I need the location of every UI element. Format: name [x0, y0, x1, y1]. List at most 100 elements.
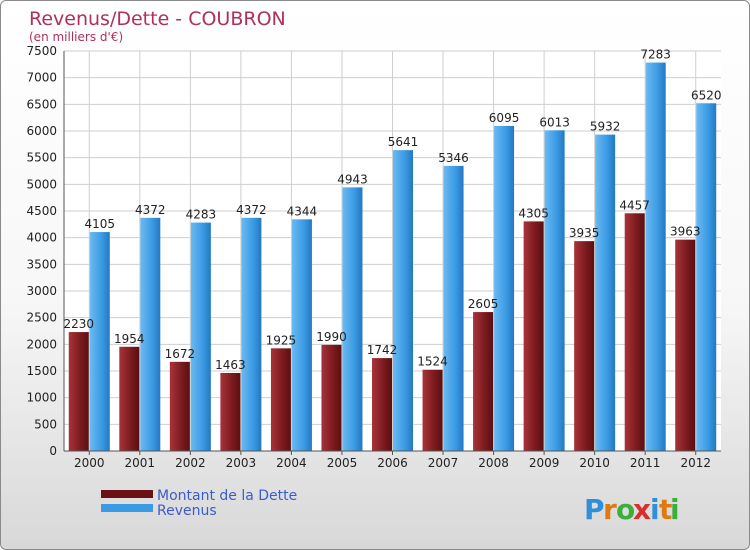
revenus-value-label: 4283	[186, 208, 217, 222]
x-tick-label: 2010	[579, 456, 610, 470]
legend-label-revenus: Revenus	[157, 503, 217, 519]
debt-bar	[169, 361, 190, 451]
debt-bar	[473, 312, 494, 451]
revenus-bar	[494, 125, 515, 451]
y-tick-label: 4500	[26, 204, 57, 218]
debt-value-label: 1524	[417, 355, 448, 369]
y-tick-label: 6500	[26, 97, 57, 111]
debt-value-label: 1463	[215, 358, 246, 372]
revenus-value-label: 4372	[236, 203, 267, 217]
debt-bar	[574, 241, 595, 451]
legend-label-debt: Montant de la Dette	[157, 488, 297, 504]
debt-value-label: 1742	[367, 343, 398, 357]
legend: Montant de la Dette Revenus	[101, 488, 297, 519]
x-axis: 2000 2001 2002 2003 2004 2005 2006 2007 2008 2009…	[64, 450, 721, 470]
y-tick-label: 5000	[26, 177, 57, 191]
revenus-bar	[140, 217, 161, 451]
revenus-value-label: 5346	[438, 151, 469, 165]
debt-value-label: 4457	[619, 198, 650, 212]
logo-letter: i	[650, 493, 660, 526]
y-tick-label: 3500	[26, 257, 57, 271]
debt-value-label: 3935	[569, 226, 600, 240]
revenus-value-label: 7283	[640, 48, 671, 62]
debt-bar	[624, 213, 645, 451]
y-tick-label: 5500	[26, 151, 57, 165]
chart-title: Revenus/Dette - COUBRON	[29, 8, 286, 30]
x-tick-label: 2004	[276, 456, 307, 470]
y-tick-label: 2000	[26, 337, 57, 351]
revenus-bar	[291, 219, 312, 451]
legend-swatch-revenus	[101, 504, 153, 512]
y-tick-label: 7000	[26, 71, 57, 85]
revenus-bar	[645, 62, 666, 451]
chart-subtitle: (en milliers d'€)	[29, 30, 123, 44]
revenus-value-label: 4105	[84, 217, 115, 231]
revenus-value-label: 4344	[287, 204, 318, 218]
y-tick-label: 6000	[26, 124, 57, 138]
y-tick-label: 500	[34, 417, 57, 431]
debt-bar	[119, 346, 140, 451]
revenus-bar	[443, 165, 464, 451]
revenus-value-label: 4372	[135, 203, 166, 217]
revenus-bar	[595, 134, 616, 452]
logo-letter: t	[659, 493, 672, 526]
debt-value-label: 1954	[114, 332, 145, 346]
debt-bar	[523, 221, 544, 451]
x-tick-label: 2001	[125, 456, 156, 470]
logo-letter: o	[616, 493, 635, 526]
proxiti-logo: Pr oxi ti	[584, 493, 680, 526]
revenus-bar	[89, 232, 110, 451]
revenus-bar	[190, 222, 211, 451]
x-tick-label: 2012	[680, 456, 711, 470]
y-tick-label: 1000	[26, 391, 57, 405]
revenus-bar	[241, 217, 262, 451]
debt-value-label: 1925	[266, 333, 297, 347]
x-tick-label: 2009	[529, 456, 560, 470]
y-axis: 0 500 1000 1500 2000 2500 3000 3500 4000 4500 5000…	[26, 44, 65, 458]
revenus-bar	[393, 150, 413, 451]
debt-value-label: 1990	[316, 330, 347, 344]
revenus-value-label: 6095	[489, 111, 520, 125]
revenus-bar	[696, 103, 717, 452]
logo-letter: i	[670, 493, 680, 526]
x-tick-label: 2002	[175, 456, 206, 470]
debt-bar	[422, 369, 443, 451]
debt-bar	[321, 344, 342, 451]
y-tick-label: 4000	[26, 231, 57, 245]
x-tick-label: 2011	[630, 456, 661, 470]
revenus-bar	[342, 187, 363, 451]
debt-bar	[220, 372, 241, 451]
x-tick-label: 2000	[74, 456, 105, 470]
gridlines	[64, 50, 721, 452]
debt-bar	[270, 348, 291, 451]
y-tick-label: 0	[49, 444, 57, 458]
revenus-value-label: 4943	[337, 172, 368, 186]
revenus-value-label: 5932	[590, 120, 621, 134]
x-tick-label: 2008	[478, 456, 509, 470]
debt-value-label: 2605	[468, 297, 499, 311]
debt-value-label: 1672	[165, 347, 196, 361]
debt-bar	[372, 358, 392, 451]
y-tick-label: 3000	[26, 284, 57, 298]
bars: 2230 4105 1954 4372 1672 4283 1463 4372 1925 4344…	[63, 48, 722, 452]
y-tick-label: 1500	[26, 364, 57, 378]
x-tick-label: 2003	[226, 456, 257, 470]
x-tick-label: 2007	[428, 456, 459, 470]
logo-letter: P	[584, 493, 605, 526]
y-tick-label: 7500	[26, 44, 57, 58]
logo-letter: r	[603, 493, 617, 526]
debt-value-label: 3963	[670, 225, 701, 239]
revenus-bar	[544, 130, 565, 451]
debt-value-label: 2230	[63, 317, 94, 331]
logo-letter: x	[633, 493, 651, 526]
x-tick-label: 2006	[377, 456, 408, 470]
legend-swatch-debt	[101, 490, 153, 498]
debt-bar	[68, 332, 89, 451]
x-tick-label: 2005	[327, 456, 358, 470]
revenus-value-label: 5641	[388, 135, 419, 149]
y-tick-label: 2500	[26, 311, 57, 325]
revenus-value-label: 6013	[539, 115, 570, 129]
revenus-value-label: 6520	[691, 88, 722, 102]
